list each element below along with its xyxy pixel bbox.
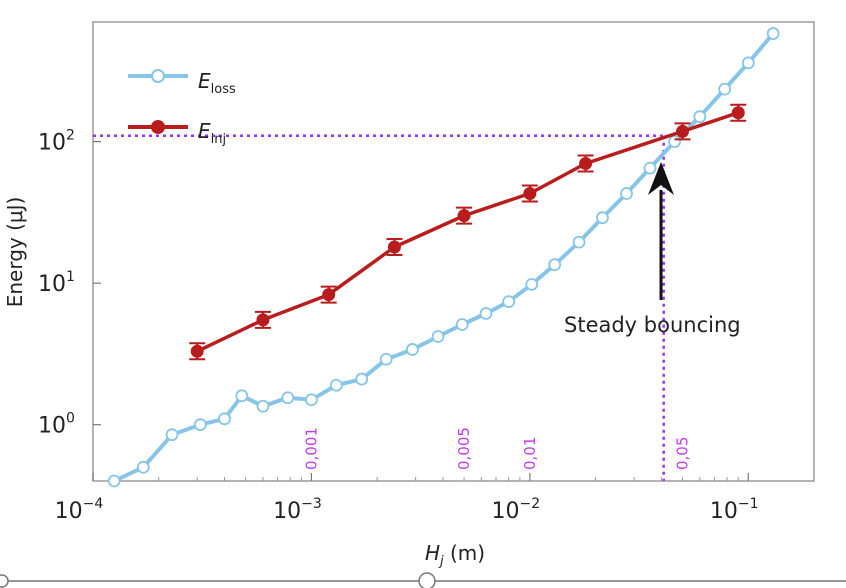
data-point-loss [165, 428, 179, 442]
data-point-inj [387, 240, 401, 254]
data-point-inj [190, 344, 204, 358]
legend-marker-loss [151, 69, 165, 83]
data-point-loss [620, 187, 633, 200]
x-tick-label: 10−2 [492, 496, 541, 524]
data-point-loss [406, 343, 419, 356]
x-marker-labels: 0,001 0,005 0,01 0,05 [302, 427, 691, 470]
data-point-loss [643, 161, 657, 175]
y-tick-label: 101 [38, 269, 75, 297]
y-axis-title: Energy (μJ) [3, 197, 27, 308]
reference-lines [93, 134, 665, 481]
x-marker-label: 0,001 [302, 427, 320, 470]
series-layer [107, 27, 780, 488]
x-axis-title: Hj (m) [425, 541, 485, 569]
data-point-loss [355, 372, 369, 386]
data-point-loss [596, 211, 609, 225]
x-marker-label: 0,01 [521, 437, 539, 470]
x-marker-label: 0,005 [455, 427, 473, 470]
data-point-loss [431, 330, 445, 343]
x-tick-label: 10−1 [710, 496, 759, 524]
bottom-slider-handle[interactable] [418, 572, 436, 588]
legend: Eloss Einj [128, 69, 236, 147]
data-point-inj [457, 209, 471, 223]
data-point-loss [107, 474, 121, 488]
data-point-inj [579, 157, 593, 171]
data-point-loss [766, 27, 780, 40]
data-point-loss [572, 235, 586, 249]
data-point-loss [693, 110, 707, 124]
data-point-loss [718, 82, 732, 96]
x-tick-label: 10−4 [55, 496, 104, 524]
data-point-loss [329, 378, 343, 392]
legend-label-inj: Einj [198, 119, 226, 147]
data-point-loss [741, 56, 755, 70]
arrow-label: Steady bouncing [564, 313, 741, 337]
data-point-loss [281, 391, 295, 405]
data-point-loss [502, 295, 516, 309]
data-point-loss [305, 393, 318, 407]
data-point-loss [193, 418, 207, 432]
data-point-loss [668, 135, 681, 149]
y-tick-label: 100 [38, 411, 75, 439]
plot-frame [92, 21, 815, 482]
data-point-loss [235, 389, 249, 403]
x-axis-ticks: 10−4 10−3 10−2 10−1 [55, 473, 815, 524]
legend-marker-inj [151, 120, 165, 134]
data-point-inj [322, 288, 336, 302]
data-point-loss [256, 399, 270, 413]
data-point-loss [525, 277, 539, 291]
data-point-loss [548, 258, 562, 272]
x-marker-label: 0,05 [674, 437, 692, 470]
series-line-loss [113, 32, 775, 483]
arrow-head [648, 162, 674, 195]
bottom-slider-left-handle[interactable] [0, 574, 9, 588]
data-point-loss [136, 460, 150, 474]
data-point-inj [523, 186, 537, 200]
legend-label-loss: Eloss [198, 69, 236, 97]
data-point-loss [455, 318, 469, 331]
data-point-loss [479, 307, 493, 320]
data-point-loss [218, 412, 231, 426]
data-point-inj [256, 313, 270, 327]
data-point-inj [676, 124, 690, 138]
data-point-loss [379, 352, 393, 366]
data-point-inj [731, 106, 745, 120]
y-tick-label: 102 [38, 128, 75, 156]
x-tick-label: 10−3 [273, 496, 322, 524]
y-axis-ticks: 100 101 102 [38, 128, 101, 439]
steady-bouncing-arrow: Steady bouncing [564, 162, 741, 337]
